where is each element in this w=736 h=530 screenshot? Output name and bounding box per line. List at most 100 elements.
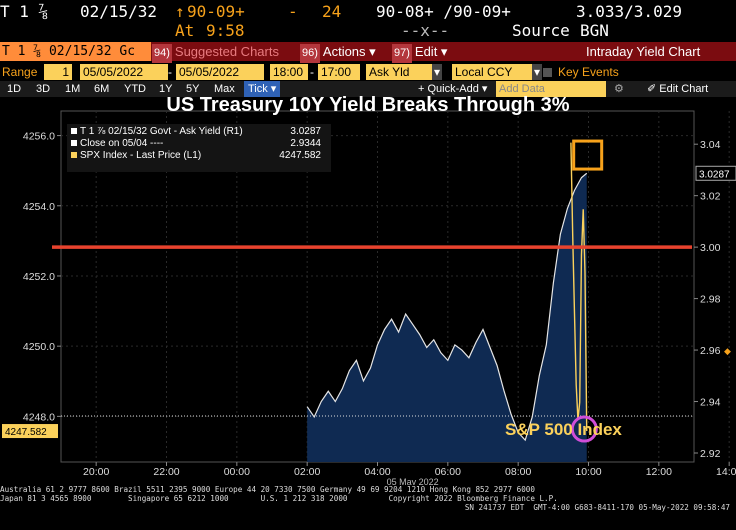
currency-dropdown-icon[interactable]: ▾: [532, 64, 543, 80]
period-5y[interactable]: 5Y: [186, 83, 200, 95]
edit-label: Edit ▾: [414, 44, 448, 59]
end-time-input[interactable]: 17:00: [318, 64, 360, 80]
x-date-label: 05 May 2022: [387, 477, 439, 485]
key-events-checkbox[interactable]: [543, 68, 552, 77]
y-tick-label-left: 4252.0: [23, 271, 55, 283]
legend-row-close: Close on 05/04 ---- 2.9344: [71, 138, 327, 150]
start-date-input[interactable]: 05/05/2022: [80, 64, 168, 80]
legend-label-spx: SPX Index - Last Price (L1): [80, 150, 202, 161]
x-tick-label: 00:00: [224, 466, 250, 478]
period-bar: 1D 3D 1M 6M YTD 1Y 5Y Max Tick ▾ + Quick…: [0, 81, 736, 97]
x-tick-label: 14:00: [716, 466, 736, 478]
edit-num: 97): [392, 44, 412, 63]
up-arrow-icon: ↑: [175, 2, 185, 21]
end-date-input[interactable]: 05/05/2022: [176, 64, 264, 80]
gear-icon[interactable]: ⚙: [614, 83, 624, 95]
actions-num: 96): [300, 44, 320, 63]
legend-row-yield: T 1 ⅞ 02/15/32 Govt - Ask Yield (R1) 3.0…: [71, 126, 327, 138]
y-tick-label-left: 4250.0: [23, 341, 55, 353]
edit-menu[interactable]: 97) Edit ▾: [392, 42, 448, 63]
actions-label: Actions ▾: [322, 44, 376, 59]
maturity: 02/15/32: [80, 2, 158, 21]
x-tick-label: 06:00: [435, 466, 461, 478]
chart-name: Intraday Yield Chart: [586, 44, 701, 59]
period-1y[interactable]: 1Y: [159, 83, 173, 95]
spx-line: [570, 142, 588, 432]
start-time-input[interactable]: 18:00: [270, 64, 308, 80]
tick-button[interactable]: Tick ▾: [244, 81, 281, 97]
range-period-input[interactable]: 1: [44, 64, 72, 80]
x-tick-label: 12:00: [646, 466, 672, 478]
yield-area: [307, 173, 587, 462]
currency-select[interactable]: Local CCY: [452, 64, 532, 80]
legend-label-close: Close on 05/04 ----: [80, 138, 164, 149]
security-field[interactable]: T 1 ⅞ 02/15/32 Gc: [0, 42, 151, 61]
blank-quote: --x--: [401, 21, 450, 40]
y-tick-label-right: 2.92: [700, 448, 721, 460]
legend-swatch-spx: [71, 152, 77, 159]
last-spx-tag: [2, 424, 58, 439]
legend-swatch-close: [71, 140, 77, 147]
y-tick-label-right: 3.00: [700, 242, 721, 254]
peak-highlight-box: [572, 139, 604, 171]
y-tick-label-left: 4254.0: [23, 201, 55, 213]
legend-label-yield: T 1 ⅞ 02/15/32 Govt - Ask Yield (R1): [80, 126, 243, 137]
legend-value-spx: 4247.582: [279, 150, 321, 161]
x-tick-label: 20:00: [83, 466, 109, 478]
period-6m[interactable]: 6M: [94, 83, 110, 95]
footer-line-1: Australia 61 2 9777 8600 Brazil 5511 239…: [0, 485, 535, 494]
footer-line-2: Japan 81 3 4565 8900 Singapore 65 6212 1…: [0, 494, 558, 503]
x-tick-label: 02:00: [294, 466, 320, 478]
add-data-input[interactable]: Add Data: [496, 81, 606, 97]
y-tick-label-left: 4256.0: [23, 131, 55, 143]
command-toolbar: T 1 ⅞ 02/15/32 Gc 94) Suggested Charts 96…: [0, 42, 736, 63]
period-1d[interactable]: 1D: [7, 83, 22, 95]
yield-line: [306, 172, 588, 442]
suggested-label: Suggested Charts: [174, 44, 279, 59]
change-sign: -: [288, 2, 298, 21]
range-label: Range: [2, 65, 38, 79]
x-tick-label: 04:00: [364, 466, 390, 478]
period-ytd[interactable]: YTD: [124, 83, 146, 95]
legend-swatch-yield: [71, 128, 77, 135]
period-3d[interactable]: 3D: [36, 83, 51, 95]
actions-menu[interactable]: 96) Actions ▾: [300, 42, 376, 63]
suggested-num: 94): [152, 44, 172, 63]
net-change: 24: [322, 2, 342, 21]
suggested-charts-menu[interactable]: 94) Suggested Charts: [152, 42, 279, 63]
ticker: T 1 ⅞: [0, 2, 49, 21]
y-tick-label-right: 2.98: [700, 294, 721, 306]
at-label: At: [175, 21, 195, 40]
marker-diamond-icon: ◆: [724, 346, 731, 356]
y-tick-label-right: 3.04: [700, 139, 721, 151]
chart-headline: US Treasury 10Y Yield Breaks Through 3%: [166, 94, 570, 116]
field-select[interactable]: Ask Yld: [366, 64, 432, 80]
sp500-annotation: S&P 500 Index: [505, 420, 622, 439]
field-dropdown-icon[interactable]: ▾: [432, 64, 443, 80]
range-row: Range 1 05/05/2022 - 05/05/2022 18:00 - …: [0, 63, 736, 81]
source-value: BGN: [580, 21, 609, 40]
footer-line-3: SN 241737 EDT GMT-4:00 G683-8411-170 05-…: [464, 503, 730, 512]
quote-time: 9:58: [206, 21, 245, 40]
last-yield-value: 3.0287: [699, 169, 730, 180]
chart-legend: T 1 ⅞ 02/15/32 Govt - Ask Yield (R1) 3.0…: [67, 124, 331, 172]
date-separator: -: [168, 65, 172, 79]
key-events-label: Key Events: [558, 65, 619, 79]
source-label: Source: [512, 21, 570, 40]
last-price: 90-09+: [187, 2, 245, 21]
yields: 3.033/3.029: [576, 2, 682, 21]
period-1m[interactable]: 1M: [65, 83, 81, 95]
bid-ask: 90-08+ /90-09+: [376, 2, 511, 21]
edit-chart-button[interactable]: ✐ Edit Chart: [647, 83, 709, 95]
period-max[interactable]: Max: [214, 83, 235, 95]
x-tick-label: 10:00: [575, 466, 601, 478]
legend-value-yield: 3.0287: [290, 126, 321, 137]
last-spx-value: 4247.582: [5, 427, 47, 438]
quick-add-button[interactable]: + Quick-Add ▾: [418, 83, 488, 95]
time-separator: -: [310, 65, 314, 79]
legend-row-spx: SPX Index - Last Price (L1) 4247.582: [71, 150, 327, 162]
y-tick-label-right: 2.96: [700, 345, 721, 357]
y-tick-label-right: 3.02: [700, 191, 721, 203]
bloomberg-footer: Australia 61 2 9777 8600 Brazil 5511 239…: [0, 485, 736, 512]
spx-circle: [570, 415, 598, 443]
